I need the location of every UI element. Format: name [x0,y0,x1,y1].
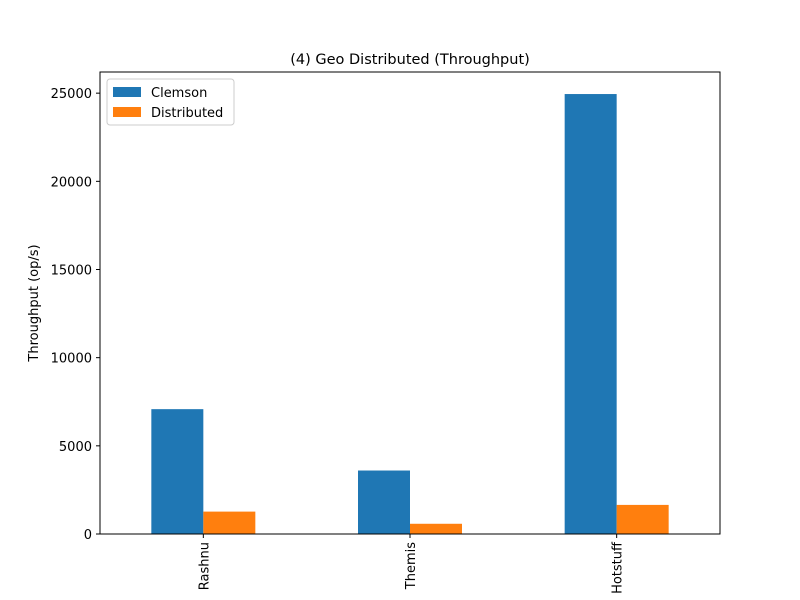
x-axis: Rashnu Themis Hotstuff [197,534,626,594]
legend-swatch-clemson [113,87,141,97]
y-tick-label-1: 5000 [59,440,92,455]
y-tick-label-4: 20000 [51,175,92,190]
bar-clemson-hotstuff [564,94,617,534]
bar-clemson-themis [358,470,410,534]
bar-distributed-rashnu [203,511,256,534]
y-axis-label: Throughput (op/s) [27,244,42,362]
legend-label-clemson: Clemson [151,86,207,101]
bar-distributed-hotstuff [616,504,669,534]
x-tick-label-1: Themis [404,542,419,590]
legend: Clemson Distributed [106,78,235,126]
y-axis: 0 5000 10000 15000 20000 25000 [51,87,100,543]
y-tick-label-0: 0 [84,528,92,543]
bars-group [151,94,669,534]
plot-frame [99,71,721,535]
bar-distributed-themis [410,523,462,534]
x-tick-label-2: Hotstuff [611,541,626,594]
y-tick-label-5: 25000 [51,87,92,102]
x-tick-label-0: Rashnu [197,542,212,590]
legend-swatch-distributed [113,107,141,117]
bar-clemson-rashnu [151,409,204,534]
legend-label-distributed: Distributed [151,106,223,121]
y-tick-label-3: 15000 [51,263,92,278]
y-tick-label-2: 10000 [51,352,92,367]
chart-title: (4) Geo Distributed (Throughput) [290,52,530,68]
